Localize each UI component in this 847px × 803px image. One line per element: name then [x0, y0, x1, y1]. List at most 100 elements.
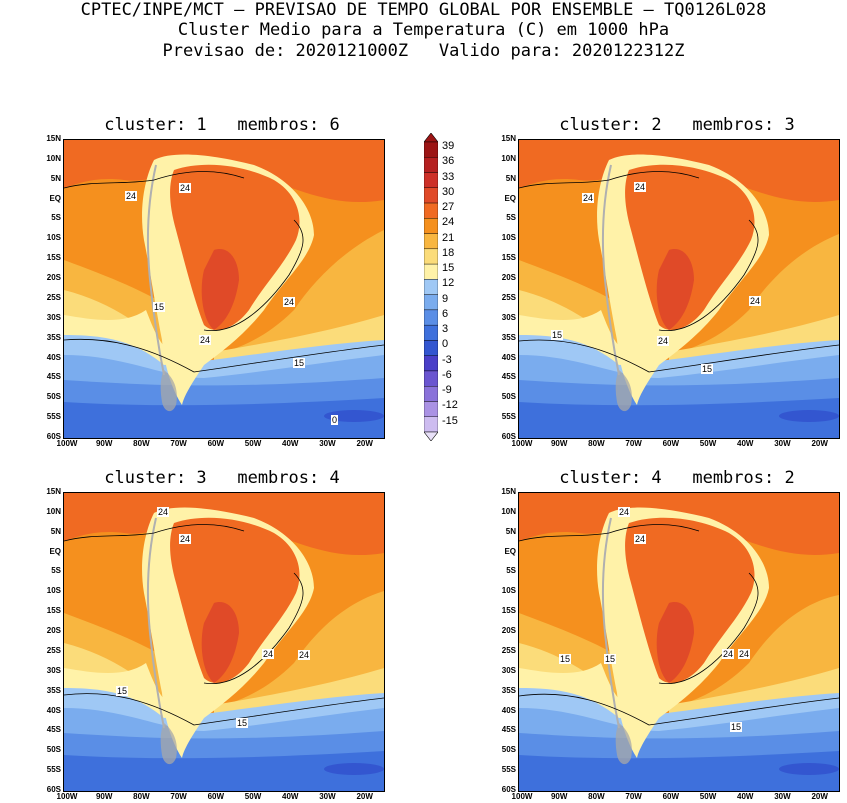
panel-4-title: cluster: 4 membros: 2 [559, 468, 795, 488]
lat-tick-label: EQ [49, 546, 61, 556]
contour-label: 24 [634, 534, 647, 544]
colorbar-tick-label: -12 [442, 399, 458, 412]
lat-tick-label: 55S [501, 765, 516, 775]
colorbar-segment [424, 279, 438, 295]
lat-tick-label: 5N [505, 173, 516, 183]
lat-tick-label: 15S [501, 253, 516, 263]
lat-tick-label: 55S [46, 765, 61, 775]
lat-tick-label: 10S [501, 586, 516, 596]
colorbar-top-arrow [424, 133, 438, 143]
figure-title-line-3: Previsao de: 2020121000Z Valido para: 20… [162, 41, 685, 61]
lon-tick-label: 90W [95, 792, 113, 801]
colorbar-segment [424, 309, 438, 326]
temperature-field [519, 140, 839, 438]
lat-tick-label: 35S [501, 332, 516, 342]
lon-tick-label: 70W [625, 792, 642, 801]
lat-tick-label: 50S [501, 392, 516, 402]
lon-tick-label: 20W [356, 792, 373, 801]
colorbar-tick-label: -6 [442, 368, 452, 381]
figure-title-line-2: Cluster Medio para a Temperatura (C) em … [177, 20, 670, 40]
lat-tick-label: 35S [501, 685, 516, 695]
lat-tick-label: 15S [46, 253, 61, 263]
lat-tick-label: 60S [501, 785, 516, 794]
colorbar-segment [424, 187, 438, 204]
lat-tick-label: 45S [501, 725, 516, 735]
colorbar [424, 133, 438, 441]
lat-tick-label: 10N [46, 506, 61, 516]
lat-tick-label: 25S [501, 645, 516, 655]
lon-tick-label: 50W [244, 792, 262, 801]
lat-tick-label: 50S [46, 745, 61, 755]
colorbar-segment [424, 141, 438, 158]
lon-tick-label: 100W [56, 439, 78, 448]
lat-tick-label: 20S [46, 273, 61, 283]
colorbar-segment [424, 294, 438, 311]
lon-tick-label: 40W [737, 792, 754, 801]
contour-label: 24 [262, 649, 275, 659]
panel-2-title: cluster: 2 membros: 3 [559, 115, 795, 135]
lon-tick-label: 20W [811, 792, 828, 801]
lon-tick-label: 30W [319, 439, 336, 448]
lat-tick-label: 25S [46, 645, 61, 655]
contour-label: 15 [236, 718, 249, 728]
lon-tick-label: 60W [207, 439, 225, 448]
lon-tick-label: 90W [550, 792, 568, 801]
lon-tick-label: 50W [244, 439, 262, 448]
panel-3-title: cluster: 3 membros: 4 [104, 468, 340, 488]
contour-label: 24 [199, 335, 212, 345]
colorbar-segment [424, 340, 438, 356]
lat-tick-label: 35S [46, 332, 61, 342]
lat-tick-label: 10S [46, 233, 61, 243]
lon-tick-label: 70W [170, 792, 187, 801]
lat-tick-label: 45S [46, 725, 61, 735]
lat-tick-label: 10N [501, 506, 516, 516]
colorbar-tick-label: -3 [442, 353, 452, 366]
temperature-field [519, 493, 839, 791]
panel-2-map [518, 139, 840, 439]
lat-tick-label: 35S [46, 685, 61, 695]
colorbar-segment [424, 263, 438, 280]
colorbar-tick-label: 39 [442, 140, 455, 152]
lat-tick-label: 60S [501, 432, 516, 441]
lon-tick-label: 20W [356, 439, 373, 448]
colorbar-tick-label: 33 [442, 170, 455, 183]
colorbar-tick-label: 15 [442, 262, 455, 275]
lat-tick-label: 40S [46, 705, 61, 715]
lat-tick-label: 60S [46, 785, 61, 794]
contour-label: 15 [116, 686, 129, 696]
colorbar-tick-label: 6 [442, 307, 449, 320]
panel-3-map [63, 492, 385, 792]
lon-tick-label: 100W [56, 792, 78, 801]
colorbar-segment [424, 370, 438, 387]
colorbar-tick-label: 21 [442, 231, 455, 244]
lon-tick-label: 80W [588, 439, 605, 448]
contour-label: 24 [582, 193, 595, 203]
lat-tick-label: 50S [501, 745, 516, 755]
colorbar-segment [424, 324, 438, 341]
lat-tick-label: 5N [505, 526, 516, 536]
lat-tick-label: 25S [501, 292, 516, 302]
contour-label: 24 [157, 507, 170, 517]
lon-tick-label: 60W [662, 792, 680, 801]
lat-tick-label: 50S [46, 392, 61, 402]
lat-tick-label: 30S [501, 665, 516, 675]
contour-label: 24 [179, 534, 192, 544]
lon-tick-label: 80W [588, 792, 605, 801]
lat-tick-label: 20S [46, 626, 61, 636]
lat-tick-label: 30S [46, 312, 61, 322]
lat-tick-label: 15N [46, 487, 61, 496]
colorbar-bottom-arrow [424, 431, 438, 441]
panel-1-map [63, 139, 385, 439]
lat-tick-label: 10S [501, 233, 516, 243]
contour-label: 24 [738, 649, 751, 659]
lon-tick-label: 50W [699, 439, 717, 448]
lat-tick-label: 55S [501, 412, 516, 422]
lon-tick-label: 80W [133, 439, 150, 448]
colorbar-tick-label: 9 [442, 292, 449, 305]
colorbar-segment [424, 202, 438, 219]
contour-label: 0 [331, 415, 339, 425]
colorbar-segment [424, 248, 438, 265]
lon-tick-label: 30W [774, 792, 791, 801]
colorbar-tick-label: 27 [442, 201, 455, 214]
lat-tick-label: 40S [501, 352, 516, 362]
